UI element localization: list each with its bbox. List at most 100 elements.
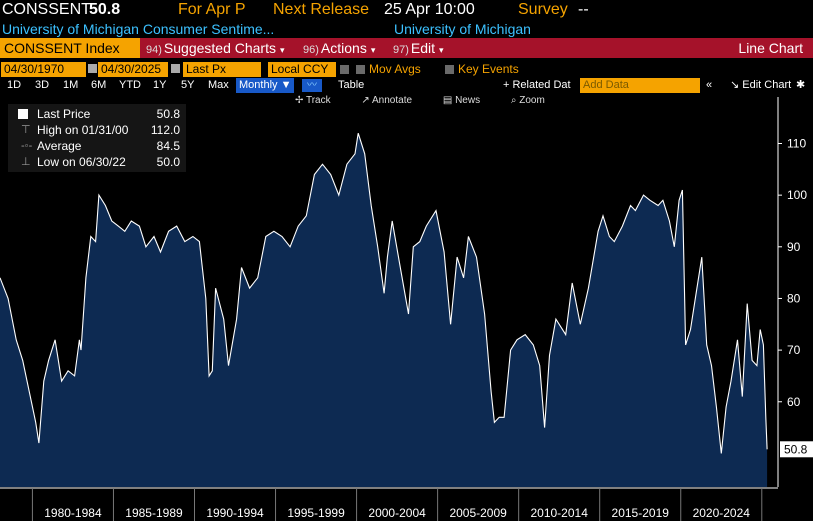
- menu-number: 94): [146, 44, 162, 56]
- period-1d[interactable]: 1D: [7, 79, 22, 91]
- add-data-input[interactable]: Add Data: [580, 78, 700, 93]
- caret-down-icon: ▾: [279, 45, 285, 55]
- news-label: News: [455, 95, 481, 106]
- security-field[interactable]: CONSSENT Index: [0, 38, 140, 58]
- mov-avgs-label: Mov Avgs: [369, 62, 421, 76]
- menu-label: Suggested Charts: [163, 40, 276, 56]
- table-button[interactable]: Table: [338, 79, 365, 91]
- currency-selector[interactable]: Local CCY: [268, 62, 336, 77]
- collapse-icon[interactable]: «: [706, 79, 713, 91]
- last-value-label: 50.8: [784, 442, 808, 456]
- period-6m[interactable]: 6M: [91, 79, 107, 91]
- x-tick-label: 2010-2014: [530, 506, 588, 520]
- key-events-checkbox[interactable]: [445, 65, 454, 74]
- frequency-selector[interactable]: Monthly ▼: [236, 78, 295, 93]
- calendar-icon[interactable]: [171, 64, 180, 73]
- legend-high: ⊤ High on 01/31/00 112.0: [8, 122, 186, 138]
- menu-bar: CONSSENT Index 94) Suggested Charts ▾ 96) A…: [0, 38, 813, 58]
- legend-average: -◦- Average 84.5: [8, 138, 186, 154]
- y-tick-label: 70: [787, 343, 801, 357]
- x-tick-label: 1995-1999: [287, 506, 345, 520]
- y-tick-label: 90: [787, 240, 801, 254]
- period-1y[interactable]: 1Y: [153, 79, 167, 91]
- ticker-symbol: CONSSENT: [2, 1, 91, 18]
- last-price: 50.8: [89, 1, 121, 18]
- description-bar: University of Michigan Consumer Sentime.…: [0, 20, 813, 38]
- track-label: Track: [305, 95, 331, 106]
- currency-dropdown-icon[interactable]: [340, 65, 349, 74]
- gear-icon[interactable]: ✱: [796, 79, 806, 91]
- chart-legend: Last Price 50.8 ⊤ High on 01/31/00 112.0…: [8, 104, 186, 172]
- options-bar: 04/30/1970 04/30/2025 Last Px Local CCY …: [0, 61, 813, 78]
- x-tick-label: 1980-1984: [44, 506, 102, 520]
- zoom-label: Zoom: [519, 95, 545, 106]
- plot-area: [0, 133, 768, 487]
- security-description: University of Michigan Consumer Sentime.…: [2, 21, 275, 37]
- mov-avgs-checkbox[interactable]: [356, 65, 365, 74]
- series-area: [0, 133, 768, 487]
- period-ytd[interactable]: YTD: [119, 79, 141, 91]
- period-1m[interactable]: 1M: [63, 79, 79, 91]
- end-date-field[interactable]: 04/30/2025: [98, 62, 168, 77]
- legend-last-label: Last Price: [37, 107, 91, 121]
- period-5y[interactable]: 5Y: [181, 79, 195, 91]
- edit-chart-label: Edit Chart: [742, 79, 792, 91]
- actions-menu[interactable]: 96) Actions ▾: [303, 38, 375, 58]
- legend-low-label: Low on 06/30/22: [37, 155, 126, 169]
- suggested-charts-menu[interactable]: 94) Suggested Charts ▾: [146, 38, 285, 58]
- annotate-label: Annotate: [372, 95, 413, 106]
- x-tick-label: 2000-2004: [368, 506, 426, 520]
- x-tick-label: 1990-1994: [206, 506, 264, 520]
- menu-number: 96): [303, 44, 319, 56]
- edit-menu[interactable]: 97) Edit ▾: [393, 38, 444, 58]
- period-label: For Apr P: [178, 1, 246, 18]
- y-tick-label: 80: [787, 291, 801, 305]
- legend-average-label: Average: [37, 139, 82, 153]
- period-3d[interactable]: 3D: [35, 79, 50, 91]
- x-tick-label: 1985-1989: [125, 506, 183, 520]
- period-bar: 1D 3D 1M 6M YTD 1Y 5Y Max Monthly ▼ 〰 Ta…: [0, 78, 813, 93]
- chart-type-label: Line Chart: [738, 40, 803, 56]
- legend-low: ⊥ Low on 06/30/22 50.0: [8, 154, 186, 170]
- legend-average-value: 84.5: [156, 139, 180, 153]
- y-tick-label: 60: [787, 395, 801, 409]
- annotate-button[interactable]: ↗ Annotate: [361, 95, 413, 106]
- frequency-label: Monthly: [239, 79, 278, 91]
- news-button[interactable]: ▤ News: [442, 95, 481, 106]
- start-date-field[interactable]: 04/30/1970: [1, 62, 86, 77]
- legend-high-value: 112.0: [150, 123, 180, 137]
- y-tick-label: 100: [787, 188, 807, 202]
- next-release-value: 25 Apr 10:00: [384, 1, 475, 18]
- x-tick-label: 2015-2019: [612, 506, 670, 520]
- menu-label: Edit: [410, 40, 436, 56]
- survey-label: Survey: [518, 1, 568, 18]
- survey-value: --: [578, 1, 589, 18]
- key-events-label: Key Events: [458, 62, 519, 76]
- chart-toolbar: ✢ Track ↗ Annotate ▤ News ⌕ Zoom: [295, 95, 573, 106]
- legend-low-value: 50.0: [156, 155, 180, 169]
- track-button[interactable]: ✢ Track: [295, 95, 331, 106]
- low-marker-icon: ⊥: [21, 156, 31, 168]
- menu-label: Actions: [320, 40, 367, 56]
- related-data-button[interactable]: + Related Dat: [503, 79, 571, 91]
- x-tick-label: 2005-2009: [449, 506, 507, 520]
- field-selector[interactable]: Last Px: [183, 62, 261, 77]
- title-bar: CONSSENT 50.8 For Apr P Next Release 25 …: [0, 0, 813, 20]
- line-chart-icon[interactable]: 〰: [302, 79, 322, 92]
- related-data-label: Related Dat: [512, 79, 571, 91]
- y-tick-label: 110: [787, 136, 806, 150]
- legend-high-label: High on 01/31/00: [37, 123, 129, 137]
- x-axis: 1980-1984 1985-1989 1990-1994 1995-1999 2000…: [0, 487, 778, 521]
- source-name: University of Michigan: [394, 21, 531, 37]
- next-release-label: Next Release: [273, 1, 370, 18]
- legend-last[interactable]: Last Price 50.8: [8, 106, 186, 122]
- menu-number: 97): [393, 44, 409, 56]
- zoom-button[interactable]: ⌕ Zoom: [510, 95, 545, 106]
- series-color-swatch: [18, 109, 28, 119]
- series-line: [0, 133, 768, 454]
- calendar-icon[interactable]: [88, 64, 97, 73]
- caret-down-icon: ▾: [439, 45, 444, 55]
- period-max[interactable]: Max: [208, 79, 229, 91]
- edit-chart-button[interactable]: ↘ Edit Chart: [730, 79, 792, 91]
